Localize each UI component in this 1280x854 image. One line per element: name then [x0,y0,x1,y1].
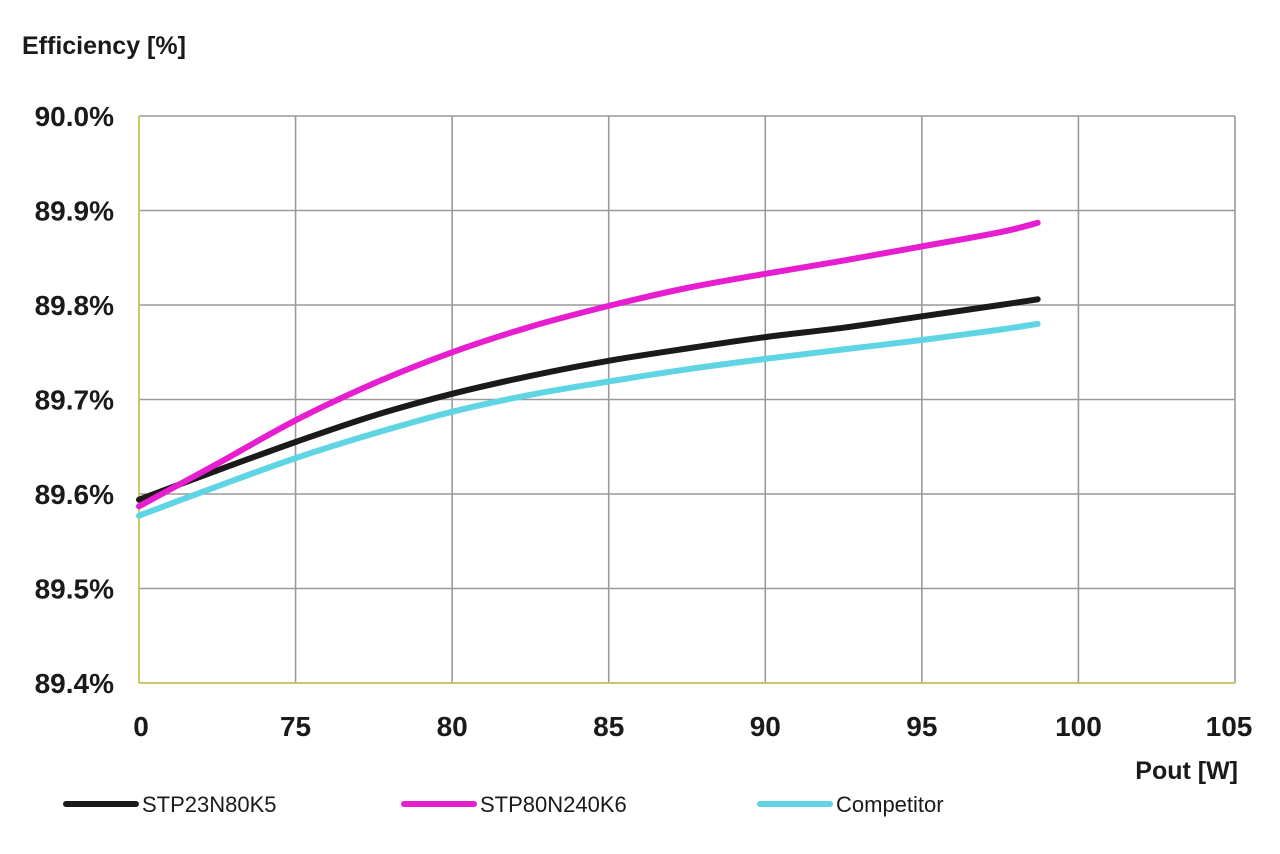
x-tick-label: 90 [750,711,781,742]
series-lines [136,219,1041,519]
legend-item: STP23N80K5 [63,792,277,817]
x-tick-label: 105 [1206,711,1253,742]
legend: STP23N80K5 STP80N240K6 Competitor [63,792,944,817]
x-tick-label: 80 [437,711,468,742]
legend-label: STP80N240K6 [480,792,627,817]
series-line-stp23n80k5 [136,296,1041,503]
x-tick-label: 75 [280,711,311,742]
y-tick-label: 89.7% [35,385,114,416]
legend-item: STP80N240K6 [401,792,627,817]
y-tick-label: 89.8% [35,290,114,321]
x-tick-label: 0 [133,711,149,742]
legend-item: Competitor [757,792,944,817]
x-axis-title: Pout [W] [1135,757,1238,785]
y-tick-label: 89.5% [35,574,114,605]
series-line-stp80n240k6 [136,219,1041,510]
x-tick-label: 95 [906,711,937,742]
x-tick-label: 100 [1055,711,1102,742]
legend-label: STP23N80K5 [142,792,277,817]
series-line-competitor [136,320,1041,519]
x-tick-label: 85 [593,711,624,742]
y-tick-label: 89.9% [35,196,114,227]
y-tick-label: 89.6% [35,479,114,510]
y-tick-label: 89.4% [35,668,114,699]
y-axis-title: Efficiency [%] [22,32,186,60]
y-tick-labels: 89.4% 89.5% 89.6% 89.7% 89.8% 89.9% 90.0% [35,101,114,699]
y-tick-label: 90.0% [35,101,114,132]
axes [138,116,1235,684]
legend-label: Competitor [836,792,944,817]
x-tick-labels: 0 75 80 85 90 95 100 105 [133,711,1252,742]
grid [138,115,1236,684]
